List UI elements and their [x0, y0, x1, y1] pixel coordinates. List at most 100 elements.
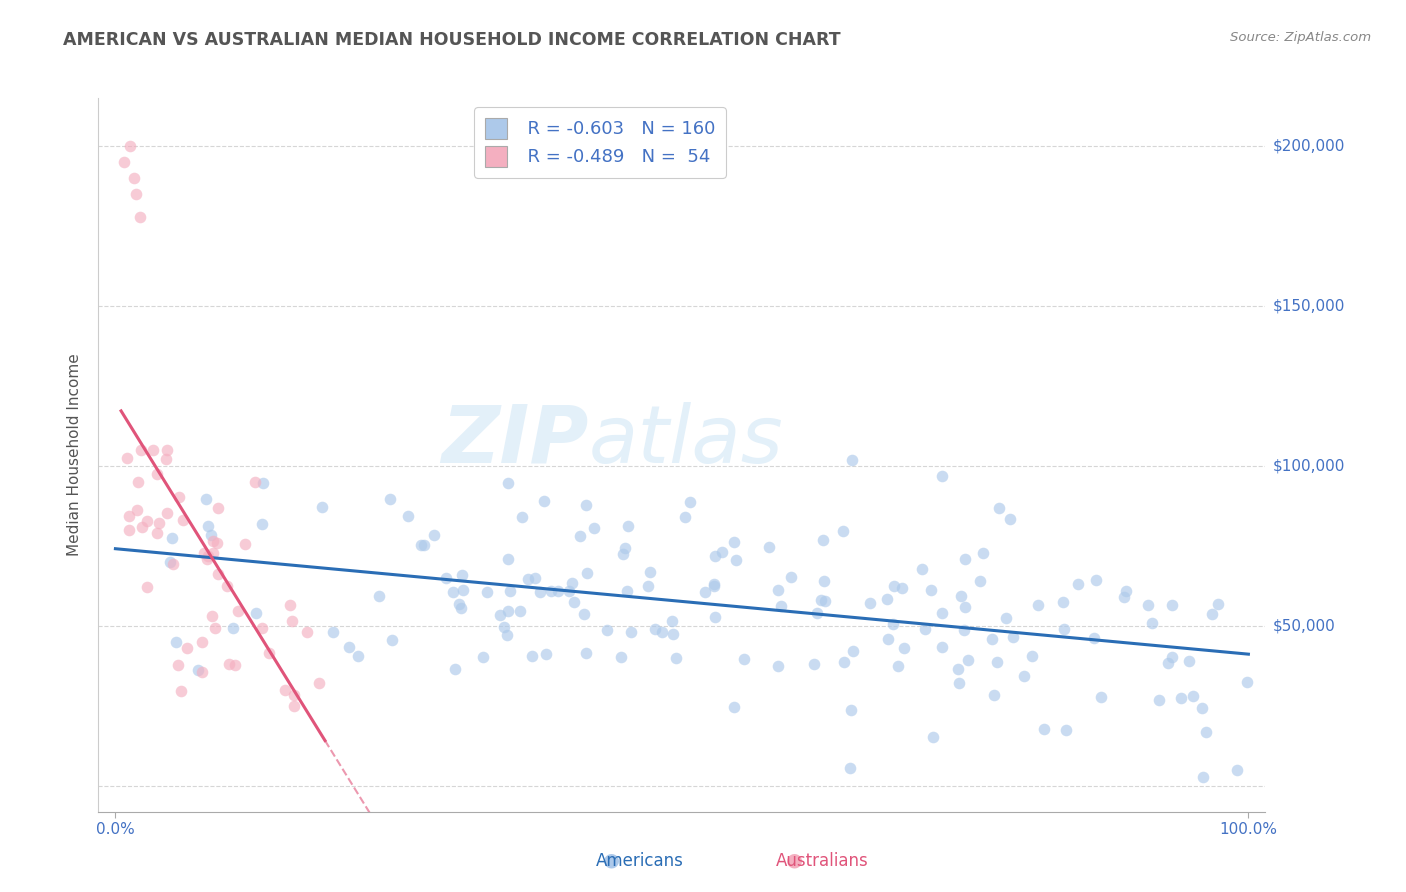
- Point: [1236, 674, 1258, 689]
- Point: [575, 498, 598, 512]
- Point: [1115, 584, 1137, 599]
- Point: [839, 703, 862, 717]
- Point: [583, 521, 606, 535]
- Point: [1052, 595, 1074, 609]
- Legend:   R = -0.603   N = 160,   R = -0.489   N =  54: R = -0.603 N = 160, R = -0.489 N = 54: [474, 107, 725, 178]
- Point: [120, 139, 142, 153]
- Point: [496, 552, 519, 566]
- Point: [450, 601, 472, 615]
- Point: [711, 545, 734, 559]
- Point: [834, 656, 856, 670]
- Point: [920, 582, 942, 597]
- Point: [195, 552, 218, 566]
- Point: [1002, 630, 1025, 644]
- Point: [988, 500, 1011, 515]
- Text: $100,000: $100,000: [1272, 458, 1344, 474]
- Point: [195, 492, 218, 507]
- Point: [1083, 632, 1105, 646]
- Point: [1170, 691, 1192, 706]
- Point: [200, 528, 222, 542]
- Point: [661, 614, 683, 628]
- Point: [245, 606, 267, 620]
- Point: [167, 490, 190, 504]
- Point: [703, 579, 725, 593]
- Point: [1226, 763, 1249, 777]
- Point: [806, 606, 828, 620]
- Point: [202, 534, 225, 549]
- Point: [274, 682, 297, 697]
- Point: [595, 624, 617, 638]
- Point: [558, 583, 581, 598]
- Point: [609, 649, 631, 664]
- Point: [651, 624, 673, 639]
- Point: [612, 547, 634, 561]
- Point: [1112, 591, 1135, 605]
- Point: [441, 585, 464, 599]
- Point: [125, 187, 148, 202]
- Point: [1206, 597, 1229, 611]
- Point: [876, 592, 898, 607]
- Point: [451, 582, 474, 597]
- Point: [145, 467, 167, 482]
- Point: [509, 604, 531, 618]
- Point: [810, 593, 832, 607]
- Point: [489, 607, 512, 622]
- Point: [1181, 690, 1204, 704]
- Y-axis label: Median Household Income: Median Household Income: [67, 353, 83, 557]
- Point: [337, 640, 360, 655]
- Point: [218, 657, 240, 672]
- Point: [1012, 669, 1035, 683]
- Point: [523, 570, 546, 584]
- Point: [129, 210, 152, 224]
- Point: [1149, 693, 1171, 707]
- Point: [859, 596, 882, 610]
- Text: ZIP: ZIP: [441, 401, 589, 480]
- Point: [172, 513, 194, 527]
- Point: [574, 646, 596, 660]
- Point: [890, 581, 912, 595]
- Point: [165, 635, 187, 649]
- Point: [887, 659, 910, 673]
- Point: [517, 572, 540, 586]
- Point: [193, 546, 215, 560]
- Point: [297, 625, 319, 640]
- Point: [956, 653, 979, 667]
- Point: [723, 700, 745, 714]
- Point: [766, 582, 789, 597]
- Point: [562, 595, 585, 609]
- Point: [769, 599, 792, 613]
- Point: [156, 443, 179, 458]
- Point: [512, 510, 534, 524]
- Point: [1053, 623, 1076, 637]
- Point: [411, 538, 433, 552]
- Point: [883, 579, 905, 593]
- Point: [520, 648, 543, 663]
- Point: [842, 644, 865, 658]
- Point: [233, 537, 256, 551]
- Point: [131, 520, 153, 534]
- Point: [443, 662, 465, 676]
- Point: [118, 523, 141, 537]
- Point: [475, 585, 498, 599]
- Text: ●: ●: [786, 851, 803, 870]
- Point: [145, 525, 167, 540]
- Point: [434, 571, 457, 585]
- Point: [498, 604, 520, 618]
- Point: [131, 443, 153, 458]
- Text: Australians: Australians: [776, 852, 869, 870]
- Point: [620, 625, 643, 640]
- Point: [1191, 700, 1213, 714]
- Point: [226, 604, 249, 618]
- Point: [368, 589, 391, 603]
- Point: [931, 607, 953, 621]
- Point: [115, 450, 138, 465]
- Point: [252, 475, 274, 490]
- Point: [675, 509, 697, 524]
- Point: [768, 659, 790, 673]
- Point: [1140, 616, 1163, 631]
- Point: [983, 689, 1005, 703]
- Point: [758, 540, 780, 554]
- Point: [1067, 577, 1090, 591]
- Point: [953, 623, 976, 637]
- Point: [380, 491, 402, 506]
